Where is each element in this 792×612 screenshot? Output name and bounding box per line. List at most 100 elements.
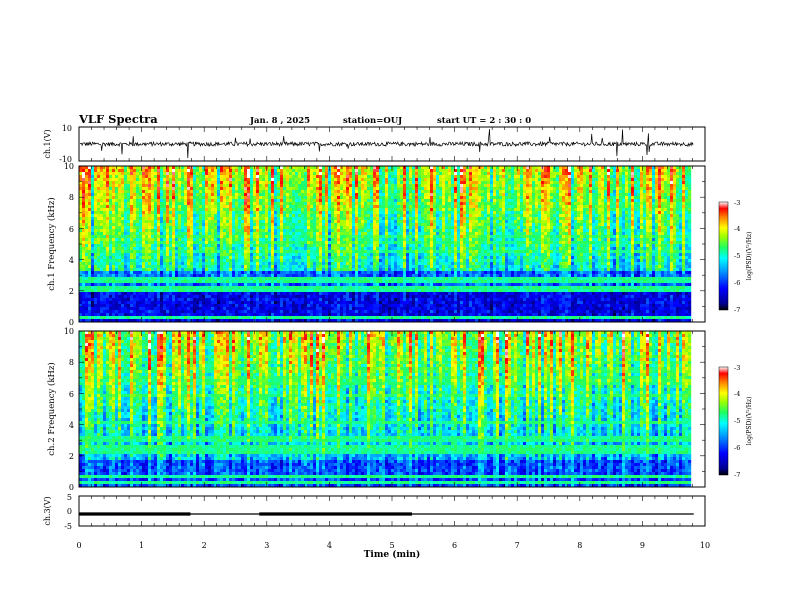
ch1-spectrogram-cell <box>280 184 284 188</box>
ch1-spectrogram-cell <box>508 190 512 194</box>
ch1-spectrogram-cell <box>433 172 437 176</box>
ch1-spectrogram-cell <box>334 178 338 182</box>
ch1-spectrogram-cell <box>388 229 392 233</box>
ch1-spectrogram-cell <box>508 205 512 209</box>
ch1-spectrogram-cell <box>478 205 482 209</box>
ch1-spectrogram-cell <box>568 217 572 221</box>
ch1-spectrogram-cell <box>595 178 599 182</box>
ch1-spectrogram-cell <box>112 235 116 239</box>
ch1-spectrogram-cell <box>628 229 632 233</box>
ch1-spectrogram-cell <box>538 220 542 224</box>
ch1-spectrogram-cell <box>127 175 131 179</box>
ch1-spectrogram-cell <box>181 232 185 236</box>
ch1-spectrogram-cell <box>295 232 299 236</box>
ch1-spectrogram-cell <box>100 178 104 182</box>
ch1-spectrogram-cell <box>655 208 659 212</box>
ch1-spectrogram-cell <box>133 181 137 185</box>
ch1-spectrogram-cell <box>628 187 632 191</box>
ch1-spectrogram-cell <box>418 190 422 194</box>
ch1-spectrogram-cell <box>415 214 419 218</box>
ch1-spectrogram-cell <box>433 217 437 221</box>
ch1-spectrogram-cell <box>553 175 557 179</box>
ch1-spectrogram-cell <box>220 187 224 191</box>
ch1-spectrogram-cell <box>376 166 380 170</box>
ch1-spectrogram-cell <box>385 184 389 188</box>
ch1-spectrogram-cell <box>421 187 425 191</box>
ch1-spectrogram-cell <box>607 184 611 188</box>
ch1-spectrogram-cell <box>187 232 191 236</box>
ch1-spectrogram-cell <box>586 169 590 173</box>
ch1-spectrogram-cell <box>415 235 419 239</box>
ch1-spectrogram-cell <box>235 223 239 227</box>
ch1-spectrogram-cell <box>379 178 383 182</box>
ch1-spectrogram-cell <box>136 181 140 185</box>
ch1-spectrogram-cell <box>166 220 170 224</box>
ch1-spectrogram-cell <box>304 169 308 173</box>
ch1-spectrogram-cell <box>541 205 545 209</box>
ch1-spectrogram-cell <box>214 172 218 176</box>
ch1-spectrogram-cell <box>211 202 215 206</box>
ch1-spectrogram-cell <box>589 181 593 185</box>
ch1-spectrogram-cell <box>664 214 668 218</box>
ch1-spectrogram-cell <box>613 211 617 215</box>
ch1-spectrogram-cell <box>529 199 533 203</box>
ch1-spectrogram-cell <box>409 193 413 197</box>
ch1-spectrogram-cell <box>514 181 518 185</box>
ch1-spectrogram-cell <box>175 172 179 176</box>
ch1-spectrogram-cell <box>235 175 239 179</box>
ch1-spectrogram-cell <box>598 202 602 206</box>
ch1-spectrogram-cell <box>286 217 290 221</box>
ch1-spectrogram-cell <box>364 190 368 194</box>
ch1-spectrogram-cell <box>292 229 296 233</box>
ch1-spectrogram-cell <box>106 169 110 173</box>
ch1-spectrogram-cell <box>400 211 404 215</box>
ch1-spectrogram-cell <box>112 220 116 224</box>
ch1-spectrogram-cell <box>532 226 536 230</box>
ch1-spectrogram-cell <box>454 208 458 212</box>
ch1-spectrogram-cell <box>181 205 185 209</box>
ch1-spectrogram-cell <box>154 187 158 191</box>
ch1-spectrogram-cell <box>262 229 266 233</box>
ch1-spectrogram-cell <box>121 172 125 176</box>
ch1-spectrogram-cell <box>583 175 587 179</box>
ch1-spectrogram-cell <box>94 229 98 233</box>
ch1-spectrogram-cell <box>121 181 125 185</box>
ch1-spectrogram-cell <box>202 235 206 239</box>
ch1-spectrogram-cell <box>352 199 356 203</box>
ch1-spectrogram-cell <box>463 223 467 227</box>
ch1-spectrogram-cell <box>460 193 464 197</box>
ch1-spectrogram-cell <box>604 172 608 176</box>
ch1-spectrogram-cell <box>247 178 251 182</box>
ch1-spectrogram-cell <box>400 184 404 188</box>
ch1-spectrogram-cell <box>220 190 224 194</box>
ch1-spectrogram-cell <box>100 217 104 221</box>
ch1-spectrogram-cell <box>589 166 593 170</box>
ch1-spectrogram-cell <box>190 199 194 203</box>
ch1-spectrogram-cell <box>559 232 563 236</box>
ch1-spectrogram-cell <box>349 220 353 224</box>
ch1-spectrogram-cell <box>322 199 326 203</box>
ch1-spectrogram-cell <box>523 187 527 191</box>
ch1-spectrogram-cell <box>148 175 152 179</box>
ch1-spectrogram-cell <box>352 232 356 236</box>
ch1-spectrogram-cell <box>235 187 239 191</box>
ch1-spectrogram-cell <box>304 226 308 230</box>
ch1-spectrogram-cell <box>133 223 137 227</box>
ch1-spectrogram-cell <box>223 208 227 212</box>
ch1-spectrogram-cell <box>496 199 500 203</box>
ch1-spectrogram-cell <box>232 166 236 170</box>
ch1-spectrogram-cell <box>307 205 311 209</box>
ch1-spectrogram-cell <box>106 199 110 203</box>
ch1-spectrogram-cell <box>160 169 164 173</box>
ch1-spectrogram-cell <box>319 166 323 170</box>
ch1-spectrogram-cell <box>382 181 386 185</box>
ch1-spectrogram-cell <box>370 166 374 170</box>
ch1-spectrogram-cell <box>331 229 335 233</box>
ch1-spectrogram-cell <box>376 217 380 221</box>
ch1-spectrogram-cell <box>187 217 191 221</box>
ch1-spectrogram-cell <box>397 205 401 209</box>
ch1-spectrogram-cell <box>409 178 413 182</box>
ch1-spectrogram-cell <box>82 211 86 215</box>
ch1-spectrogram-cell <box>277 175 281 179</box>
ch1-spectrogram-cell <box>439 169 443 173</box>
